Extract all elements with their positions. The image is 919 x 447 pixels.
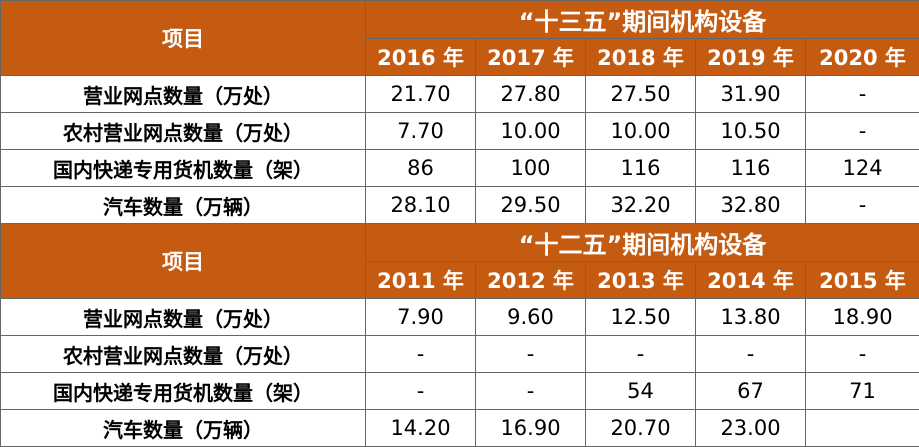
section-title: “十二五”期间机构设备: [366, 224, 919, 262]
data-cell: 10.00: [476, 113, 586, 150]
data-cell: 86: [366, 150, 476, 187]
data-cell: 21.70: [366, 76, 476, 113]
data-cell: 54: [586, 373, 696, 410]
data-cell: [806, 410, 919, 447]
data-cell: 12.50: [586, 299, 696, 336]
data-cell: 9.60: [476, 299, 586, 336]
year-header: 2018 年: [586, 39, 696, 76]
year-header: 2015 年: [806, 262, 919, 299]
data-cell: 31.90: [696, 76, 806, 113]
data-cell: 27.80: [476, 76, 586, 113]
row-label: 国内快递专用货机数量（架）: [1, 373, 366, 410]
data-cell: 16.90: [476, 410, 586, 447]
table-row: 项目“十三五”期间机构设备: [1, 1, 919, 39]
data-cell: 32.80: [696, 187, 806, 224]
year-header: 2017 年: [476, 39, 586, 76]
row-label: 农村营业网点数量（万处）: [1, 336, 366, 373]
data-cell: -: [806, 336, 919, 373]
year-header: 2019 年: [696, 39, 806, 76]
table-row: 农村营业网点数量（万处）-----: [1, 336, 919, 373]
item-header: 项目: [1, 224, 366, 299]
data-cell: -: [806, 113, 919, 150]
item-header: 项目: [1, 1, 366, 76]
data-cell: -: [696, 336, 806, 373]
data-cell: 10.00: [586, 113, 696, 150]
data-cell: -: [476, 373, 586, 410]
table-row: 项目“十二五”期间机构设备: [1, 224, 919, 262]
data-cell: 100: [476, 150, 586, 187]
data-cell: -: [586, 336, 696, 373]
year-header: 2016 年: [366, 39, 476, 76]
data-cell: 28.10: [366, 187, 476, 224]
data-cell: 71: [806, 373, 919, 410]
data-cell: 18.90: [806, 299, 919, 336]
year-header: 2012 年: [476, 262, 586, 299]
data-cell: 32.20: [586, 187, 696, 224]
data-cell: 116: [696, 150, 806, 187]
data-cell: -: [476, 336, 586, 373]
data-cell: 124: [806, 150, 919, 187]
row-label: 营业网点数量（万处）: [1, 76, 366, 113]
data-cell: -: [366, 373, 476, 410]
data-cell: -: [366, 336, 476, 373]
data-cell: 23.00: [696, 410, 806, 447]
data-cell: 13.80: [696, 299, 806, 336]
row-label: 汽车数量（万辆）: [1, 410, 366, 447]
year-header: 2011 年: [366, 262, 476, 299]
data-cell: 7.90: [366, 299, 476, 336]
data-cell: 116: [586, 150, 696, 187]
data-cell: 14.20: [366, 410, 476, 447]
data-cell: 20.70: [586, 410, 696, 447]
row-label: 营业网点数量（万处）: [1, 299, 366, 336]
data-cell: 67: [696, 373, 806, 410]
row-label: 汽车数量（万辆）: [1, 187, 366, 224]
data-cell: 27.50: [586, 76, 696, 113]
data-cell: -: [806, 187, 919, 224]
data-cell: 29.50: [476, 187, 586, 224]
section-title: “十三五”期间机构设备: [366, 1, 919, 39]
year-header: 2020 年: [806, 39, 919, 76]
row-label: 国内快递专用货机数量（架）: [1, 150, 366, 187]
data-cell: 10.50: [696, 113, 806, 150]
row-label: 农村营业网点数量（万处）: [1, 113, 366, 150]
data-cell: 7.70: [366, 113, 476, 150]
year-header: 2013 年: [586, 262, 696, 299]
data-cell: -: [806, 76, 919, 113]
year-header: 2014 年: [696, 262, 806, 299]
